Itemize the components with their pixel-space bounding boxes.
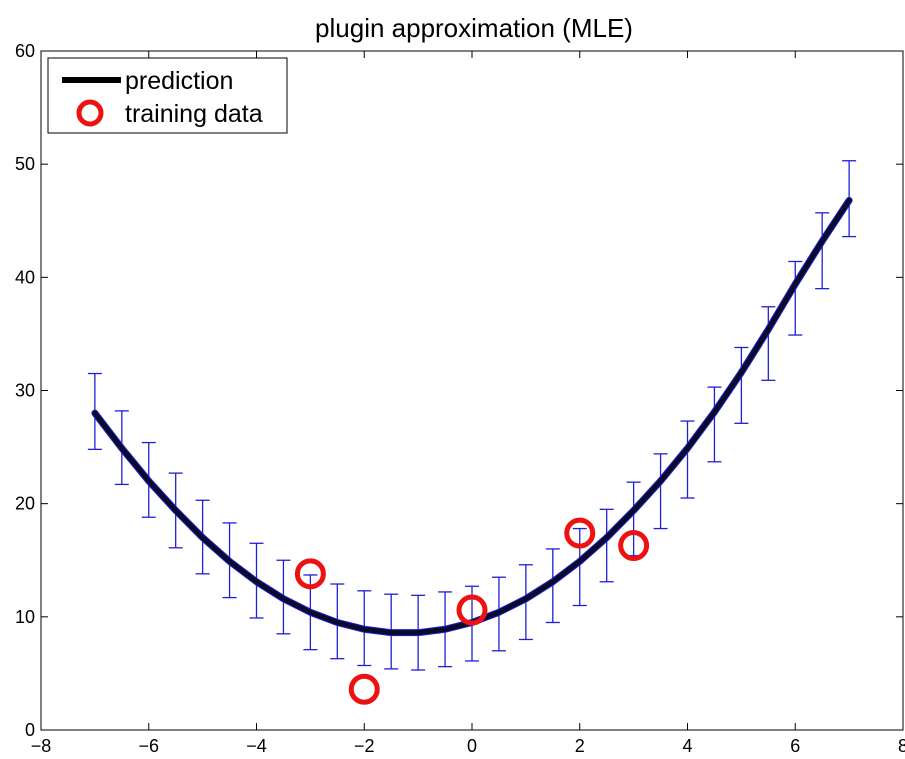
error-bar (815, 212, 830, 290)
axis-ticks: −8 −6 −4 −2 0 2 4 6 8 0 10 20 30 40 50 60 (15, 41, 905, 756)
legend-box (47, 57, 288, 134)
training-point (564, 517, 596, 549)
error-bar (572, 527, 587, 607)
y-tick-label: 40 (15, 267, 35, 287)
training-point (456, 594, 488, 626)
x-tick-label: −6 (138, 736, 159, 756)
error-bar (653, 453, 668, 530)
training-point (618, 530, 650, 562)
error-bars (87, 160, 857, 671)
error-bar (599, 508, 614, 583)
x-tick-label: 6 (790, 736, 800, 756)
legend-training-marker (76, 99, 104, 127)
x-tick-label: 8 (898, 736, 905, 756)
legend-prediction-label: prediction (125, 67, 233, 95)
y-tick-label: 60 (15, 41, 35, 61)
y-tick-label: 30 (15, 381, 35, 401)
error-bar (761, 306, 776, 381)
training-data-points (294, 517, 650, 705)
y-tick-label: 0 (25, 720, 35, 740)
error-bar (680, 420, 695, 499)
y-tick-label: 50 (15, 154, 35, 174)
error-bar (734, 346, 749, 424)
error-bar (788, 260, 803, 336)
legend: prediction training data (47, 57, 288, 134)
x-tick-label: 0 (467, 736, 477, 756)
x-tick-label: −2 (354, 736, 375, 756)
training-point (348, 673, 380, 705)
x-tick-label: 2 (575, 736, 585, 756)
legend-training-label: training data (125, 100, 263, 128)
y-tick-label: 20 (15, 494, 35, 514)
x-tick-label: 4 (682, 736, 692, 756)
y-tick-label: 10 (15, 607, 35, 627)
chart-title: plugin approximation (MLE) (315, 13, 633, 43)
x-tick-label: −8 (31, 736, 52, 756)
training-point (294, 558, 326, 590)
x-tick-label: −4 (246, 736, 267, 756)
error-bar (707, 386, 722, 463)
